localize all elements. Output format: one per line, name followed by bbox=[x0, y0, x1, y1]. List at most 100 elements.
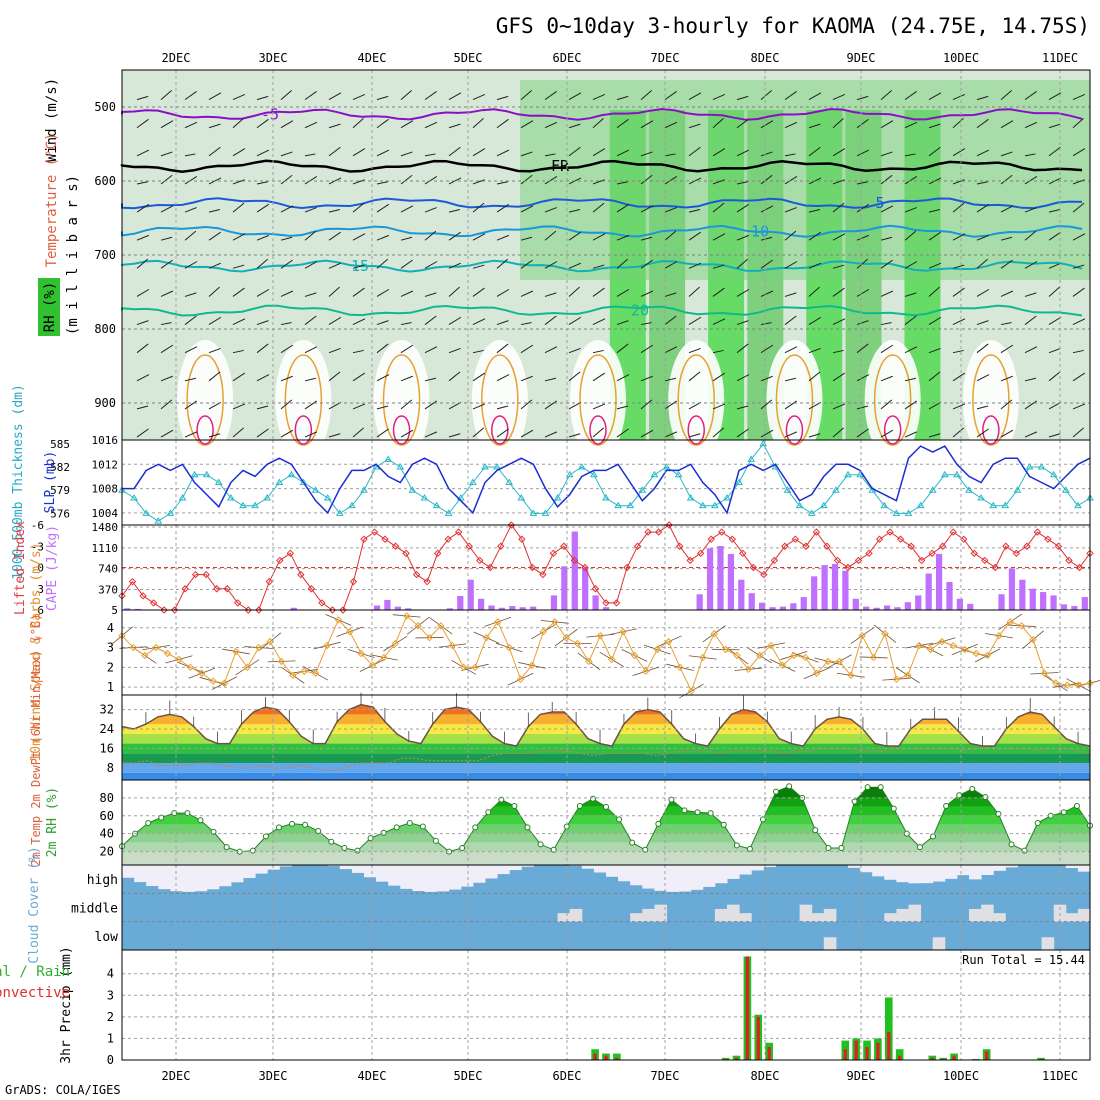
dry-lobe bbox=[373, 340, 430, 460]
thickness-point bbox=[335, 509, 344, 516]
wind-barb bbox=[304, 400, 317, 410]
wind-barb bbox=[904, 175, 918, 185]
wind-barb bbox=[616, 118, 629, 129]
thickness-point bbox=[832, 486, 840, 493]
lifted-index-point bbox=[212, 585, 221, 593]
wind-barb bbox=[688, 433, 701, 438]
wind-speed-point bbox=[391, 639, 400, 648]
cape-bar bbox=[457, 595, 464, 610]
cloud-cell-high bbox=[763, 865, 776, 868]
lifted-index-point bbox=[202, 570, 210, 579]
thickness-point bbox=[856, 470, 864, 478]
wind-barb bbox=[496, 374, 510, 382]
rh-point bbox=[1060, 809, 1067, 816]
wind-barb bbox=[1024, 153, 1036, 157]
wind-speed-point bbox=[414, 622, 422, 630]
wind-barb bbox=[832, 118, 844, 129]
wind-barb bbox=[544, 261, 558, 269]
lifted-index-point bbox=[623, 563, 631, 572]
wind-barb bbox=[1072, 318, 1086, 326]
thickness-point bbox=[759, 439, 768, 447]
cloud-row-label: high bbox=[87, 873, 118, 888]
wind-speed-point bbox=[676, 663, 684, 672]
temperature-tick-label: 16 bbox=[100, 741, 114, 755]
wind-barb bbox=[160, 375, 173, 382]
rh-band bbox=[122, 833, 1090, 843]
lifted-index-point bbox=[1075, 563, 1084, 572]
precip-convective-bar bbox=[985, 1051, 989, 1060]
lifted-index-tick-label: -6 bbox=[31, 519, 44, 532]
lifted-index-point bbox=[654, 528, 663, 536]
cloud-cell-high bbox=[727, 865, 740, 879]
wind-speed-point bbox=[915, 641, 923, 650]
lifted-index-point bbox=[497, 542, 505, 550]
wind-barb bbox=[520, 375, 533, 382]
wind-barb bbox=[616, 258, 629, 269]
top-date-label: 10DEC bbox=[943, 51, 979, 65]
wind-barb bbox=[616, 181, 628, 185]
lifted-index-point bbox=[1033, 528, 1042, 536]
wind-barb bbox=[760, 344, 774, 354]
warm-temp-contour bbox=[481, 354, 519, 446]
wind-barb bbox=[640, 429, 654, 438]
wind-barb bbox=[832, 287, 845, 297]
wind-speed-point bbox=[505, 643, 513, 652]
cloud-cell-middle bbox=[884, 913, 897, 922]
wind-speed-point bbox=[790, 651, 798, 660]
cloud-cell-high bbox=[230, 865, 244, 883]
temperature-contour-label: 20 bbox=[631, 302, 649, 320]
rh-point bbox=[707, 810, 714, 817]
wind-barb bbox=[640, 90, 653, 100]
precip-convective-bar bbox=[767, 1047, 771, 1060]
wind-barb bbox=[256, 149, 270, 157]
wind-barb bbox=[856, 320, 869, 326]
wind-barb bbox=[880, 399, 893, 410]
rh-point bbox=[145, 819, 152, 826]
wind-barb bbox=[1072, 349, 1084, 354]
wind-speed-point bbox=[1006, 618, 1014, 626]
lifted-index-point bbox=[739, 549, 747, 558]
warm-temp-contour bbox=[775, 354, 814, 446]
wind-barb bbox=[496, 234, 509, 241]
cloud-cell-middle bbox=[993, 913, 1006, 922]
wind-barb bbox=[664, 230, 677, 241]
wind-barb bbox=[328, 286, 340, 297]
rh-point bbox=[982, 794, 989, 800]
precip-convective-bar bbox=[843, 1049, 847, 1060]
wind-barb bbox=[472, 372, 486, 382]
wind-barb bbox=[472, 427, 485, 438]
bottom-date-label: 9DEC bbox=[847, 1069, 876, 1083]
wind-barb bbox=[520, 205, 534, 213]
hot-temp-contour bbox=[982, 415, 1000, 445]
thickness-point bbox=[953, 470, 961, 478]
thickness-point bbox=[263, 493, 272, 501]
wind-barb bbox=[448, 209, 460, 213]
wind-barb bbox=[712, 179, 725, 185]
lifted-index-point bbox=[865, 549, 873, 558]
wind-barb bbox=[448, 92, 462, 101]
lifted-index-label: Lifted Index bbox=[13, 521, 28, 615]
temperature-contour--5 bbox=[121, 107, 1083, 121]
top-date-label: 4DEC bbox=[358, 51, 387, 65]
wind-barb bbox=[304, 175, 318, 185]
wind-speed-point bbox=[163, 649, 172, 658]
thickness-point bbox=[928, 486, 937, 493]
wind-barb bbox=[280, 236, 293, 241]
wind-barb bbox=[1072, 148, 1086, 157]
temperature-label: Temperature (°C) bbox=[44, 133, 60, 268]
wind-barb bbox=[952, 318, 966, 326]
cloud-cell-high bbox=[981, 865, 994, 875]
cape-bar bbox=[748, 593, 755, 610]
wind-barb bbox=[424, 91, 437, 101]
wind-barb bbox=[688, 371, 701, 382]
wind-barb bbox=[448, 146, 461, 157]
wind-barb bbox=[232, 349, 244, 354]
thickness-tick-label: 582 bbox=[50, 461, 70, 474]
wind-barb bbox=[232, 202, 245, 213]
lifted-index-point bbox=[234, 599, 242, 607]
wind-barb bbox=[952, 264, 965, 269]
wind-barb bbox=[1024, 121, 1038, 129]
cape-bar bbox=[602, 607, 610, 610]
wind-barb bbox=[520, 290, 534, 297]
lifted-index-point bbox=[454, 528, 463, 536]
